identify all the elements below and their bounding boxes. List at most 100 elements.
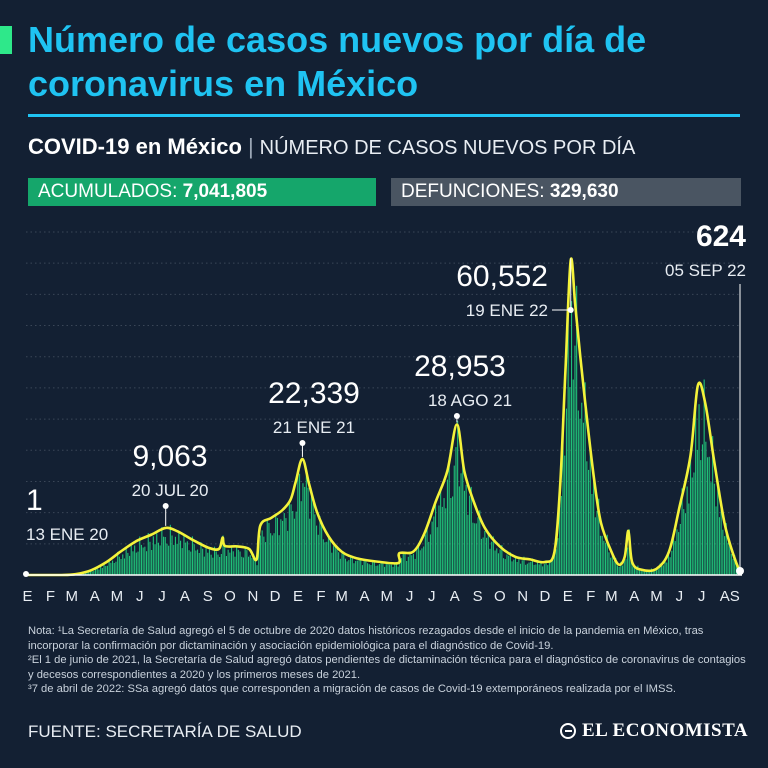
- daily-bar: [378, 564, 380, 575]
- daily-bar: [370, 565, 372, 575]
- daily-bar: [579, 418, 581, 575]
- daily-bar: [302, 483, 304, 575]
- daily-bar: [227, 549, 229, 575]
- daily-bar: [547, 565, 549, 575]
- page-title: Número de casos nuevos por día de corona…: [28, 19, 647, 104]
- daily-bar: [338, 552, 340, 575]
- daily-bar: [339, 558, 341, 575]
- daily-bar: [455, 447, 457, 575]
- annotation-dot: [736, 567, 744, 575]
- daily-bar: [173, 544, 175, 575]
- daily-bar: [229, 552, 231, 575]
- daily-bar: [727, 542, 729, 575]
- daily-bar: [137, 551, 139, 575]
- month-tick-label: M: [335, 588, 348, 605]
- daily-bar: [591, 494, 593, 575]
- daily-bar: [656, 570, 658, 575]
- daily-bar: [416, 549, 418, 575]
- daily-bar: [231, 546, 233, 575]
- daily-bar: [436, 527, 438, 575]
- daily-bar: [531, 558, 533, 575]
- daily-bar: [452, 496, 454, 575]
- daily-bar: [671, 550, 673, 575]
- daily-bar: [698, 404, 700, 575]
- month-tick-label: D: [270, 588, 281, 605]
- daily-bar: [144, 546, 146, 575]
- daily-bar: [635, 567, 637, 575]
- daily-bar: [577, 410, 579, 575]
- month-tick-label: J: [158, 588, 166, 605]
- daily-bar: [110, 562, 112, 575]
- daily-bar: [513, 559, 515, 575]
- daily-bar: [506, 554, 508, 575]
- daily-bar: [460, 473, 462, 575]
- daily-bar: [419, 550, 421, 575]
- annotation-value: 60,552: [456, 260, 548, 293]
- daily-bar: [180, 540, 182, 575]
- publisher-logo: EL ECONOMISTA: [560, 720, 748, 742]
- daily-bar: [582, 422, 584, 575]
- daily-bar: [392, 566, 394, 575]
- daily-bar: [292, 511, 294, 575]
- annotation-date: 18 AGO 21: [428, 391, 512, 410]
- daily-bar: [605, 542, 607, 575]
- daily-bar: [548, 561, 550, 575]
- daily-bar: [176, 543, 178, 575]
- daily-bar: [448, 457, 450, 575]
- daily-bar: [713, 483, 715, 575]
- daily-bar: [331, 552, 333, 575]
- daily-bar: [724, 536, 726, 575]
- daily-bar: [93, 571, 95, 575]
- daily-bar: [554, 549, 556, 575]
- daily-bar: [606, 534, 608, 575]
- daily-bar: [253, 554, 255, 575]
- daily-bar: [355, 561, 357, 575]
- daily-bar: [188, 550, 190, 575]
- daily-bar: [652, 570, 654, 575]
- daily-bar: [435, 505, 437, 575]
- daily-bar: [321, 521, 323, 575]
- daily-bar: [360, 560, 362, 575]
- daily-bar: [108, 559, 110, 575]
- daily-bar: [373, 560, 375, 575]
- daily-bar: [457, 420, 459, 575]
- daily-bar: [681, 488, 683, 575]
- deaths-label: DEFUNCIONES:: [401, 181, 545, 202]
- daily-bar: [715, 506, 717, 575]
- daily-bar: [569, 387, 571, 575]
- daily-bar: [642, 569, 644, 575]
- daily-bar: [562, 430, 564, 575]
- deaths-value: 329,630: [549, 181, 619, 202]
- daily-bar: [450, 498, 452, 575]
- daily-bar: [190, 551, 192, 575]
- annotation-value: 28,953: [414, 350, 506, 383]
- daily-bar: [424, 534, 426, 575]
- daily-bar: [474, 523, 476, 575]
- month-tick-label: A: [629, 588, 639, 605]
- daily-bar: [402, 554, 404, 575]
- footnote-1: Nota: ¹La Secretaría de Salud agregó el …: [28, 625, 704, 652]
- daily-bar: [508, 555, 510, 575]
- daily-bar: [135, 552, 137, 575]
- daily-bar: [480, 538, 482, 575]
- daily-bar: [499, 549, 501, 575]
- daily-bar: [310, 494, 312, 575]
- daily-bar: [560, 496, 562, 575]
- daily-bar: [280, 519, 282, 575]
- x-axis-ticks: E F M A M J J A S O N D E F M A M J J A S O N D E F M A M J J AS: [22, 588, 739, 605]
- daily-bar: [372, 561, 374, 575]
- daily-bar: [399, 561, 401, 575]
- daily-bar: [486, 537, 488, 575]
- daily-bar: [166, 543, 168, 575]
- daily-bar: [232, 551, 234, 575]
- daily-bar: [317, 534, 319, 575]
- daily-bar: [503, 558, 505, 575]
- daily-bar: [106, 565, 108, 575]
- daily-bar: [305, 475, 307, 575]
- subtitle-separator: |: [247, 134, 254, 159]
- daily-bar: [695, 406, 697, 575]
- daily-bar: [290, 504, 292, 575]
- daily-bar: [217, 554, 219, 575]
- daily-bar: [146, 551, 148, 575]
- logo-text: EL ECONOMISTA: [582, 720, 749, 741]
